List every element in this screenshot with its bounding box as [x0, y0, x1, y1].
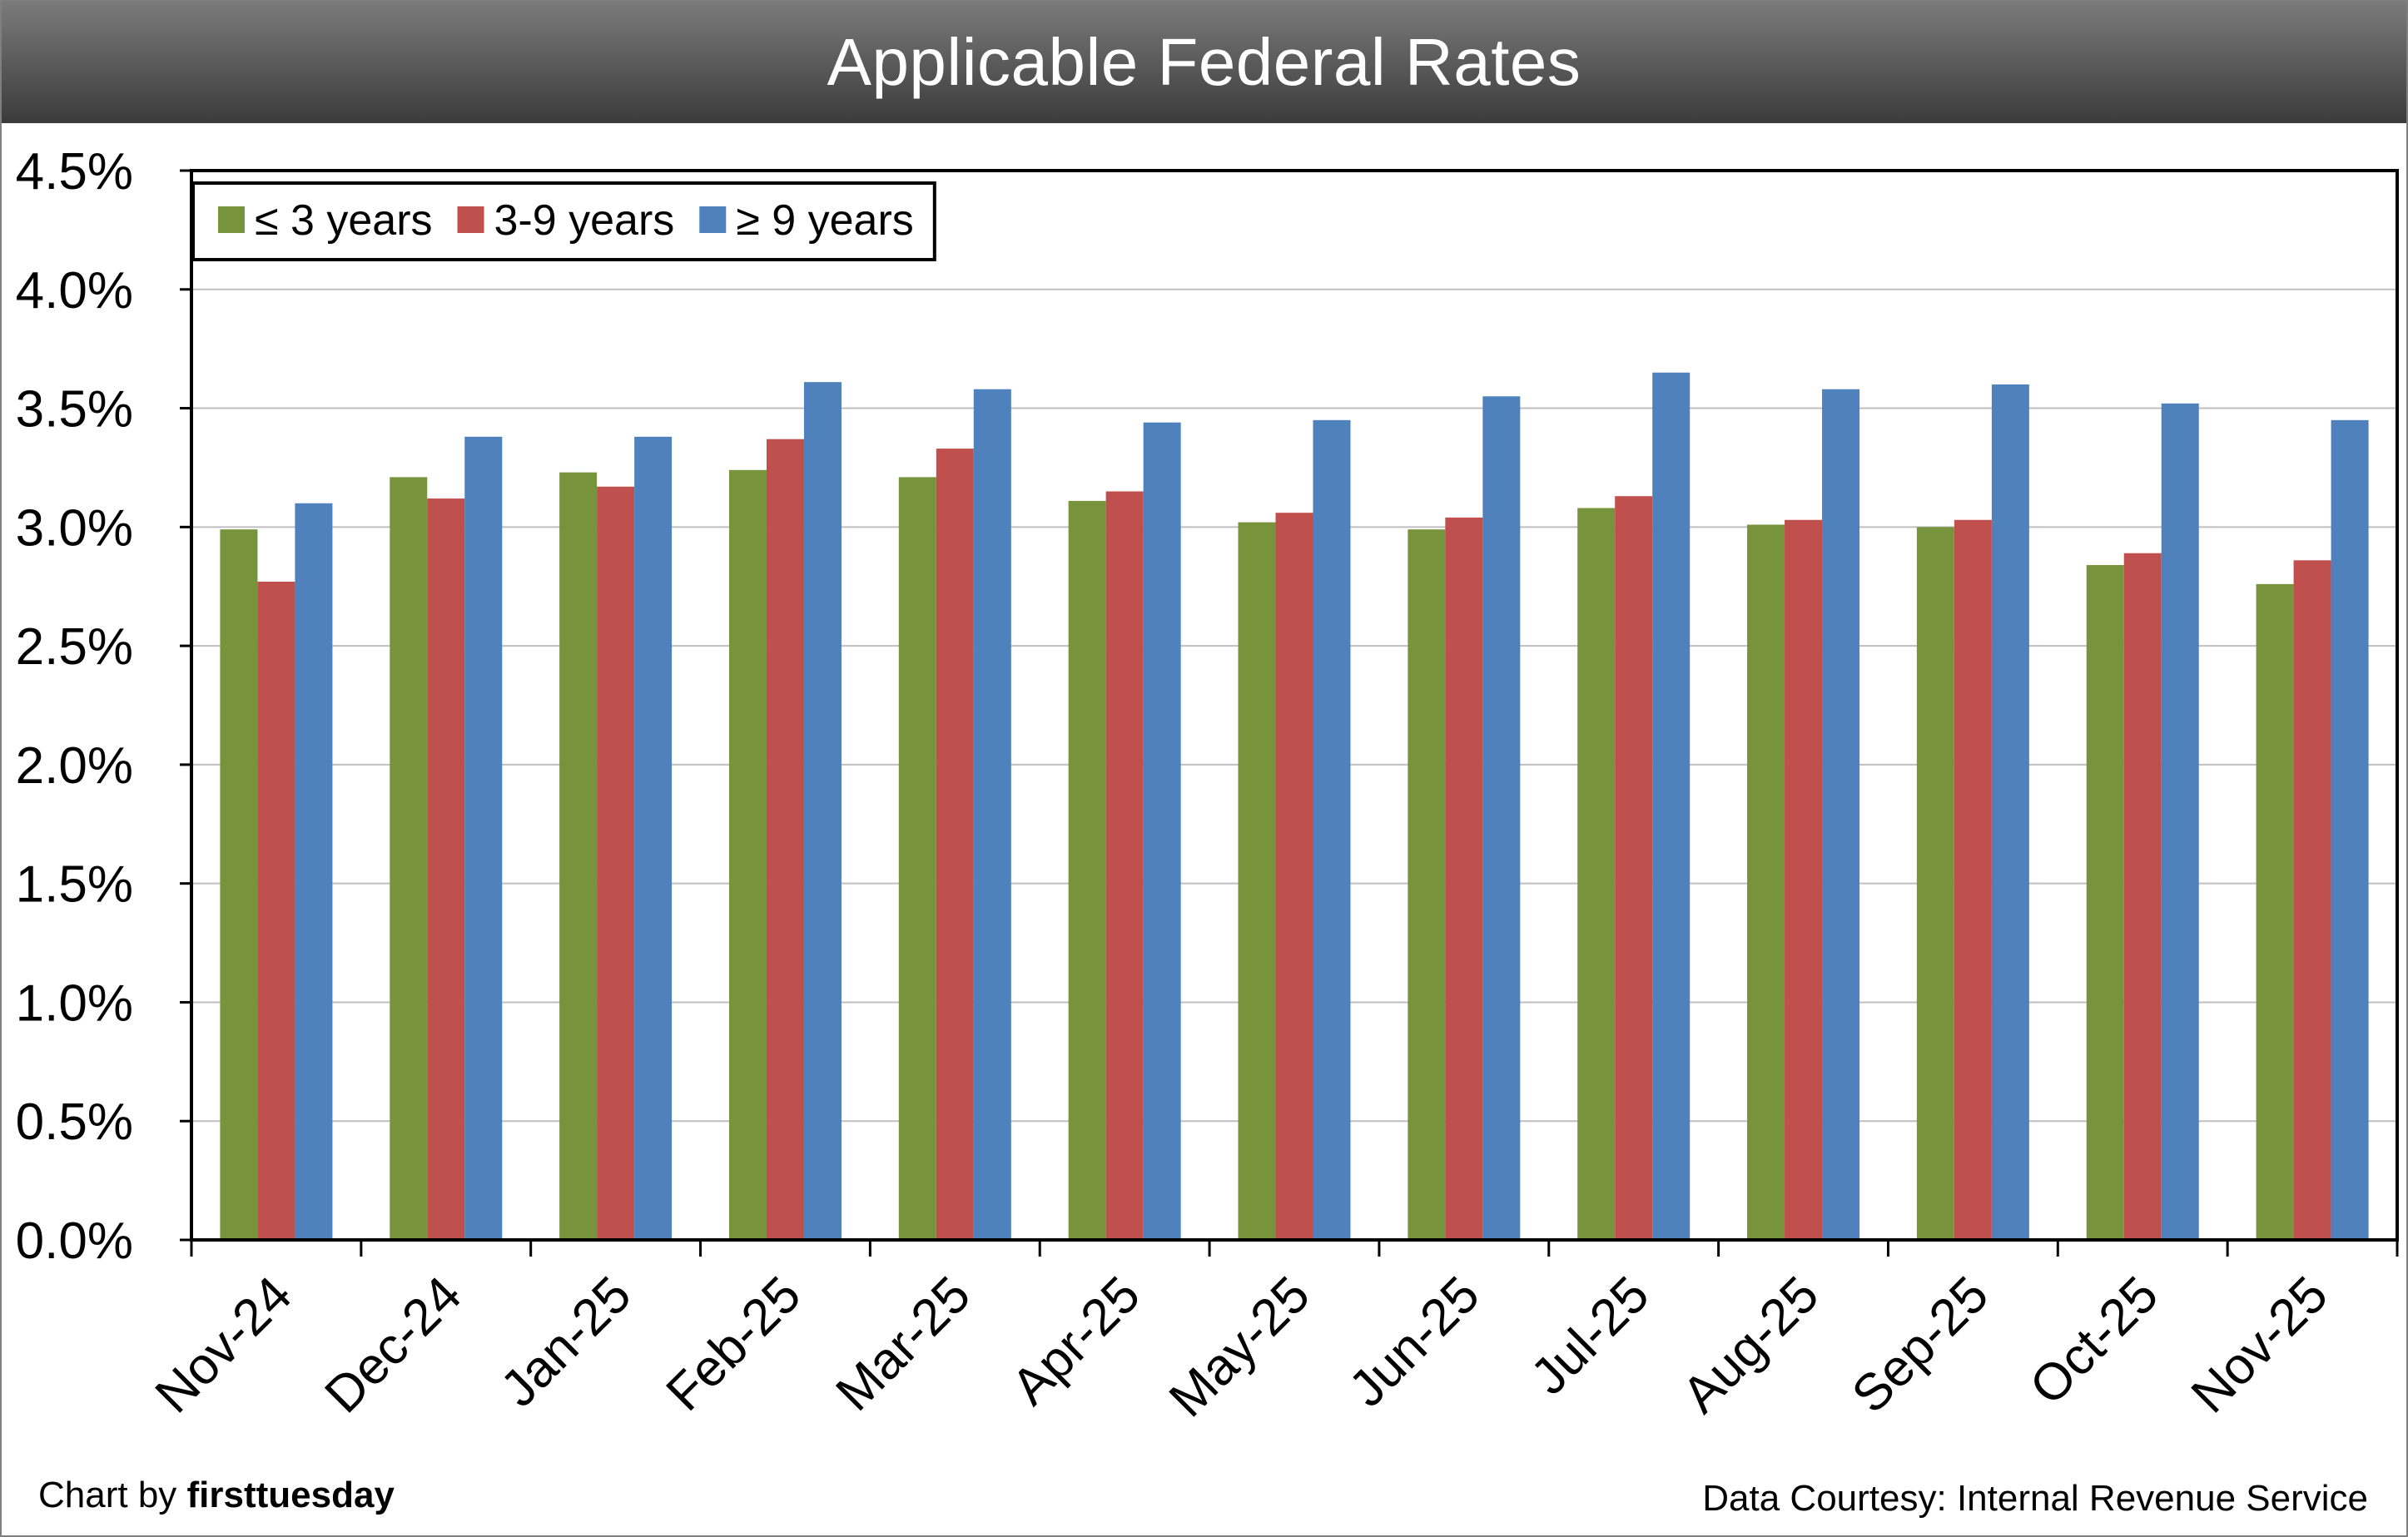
legend-label-3: ≥ 9 years — [736, 196, 914, 245]
bar-may-25-series-3 — [1313, 419, 1351, 1240]
bar-apr-25-series-1 — [1068, 500, 1106, 1240]
bar-oct-25-series-3 — [2161, 403, 2199, 1240]
x-tick-label: May-25 — [1159, 1266, 1321, 1428]
y-tick-label: 0.0% — [16, 1212, 133, 1270]
y-tick-label: 3.5% — [16, 381, 133, 439]
legend-box — [191, 181, 936, 261]
y-tick-label: 0.5% — [16, 1093, 133, 1151]
credit-prefix: Chart by — [38, 1475, 187, 1515]
bar-oct-25-series-2 — [2123, 553, 2162, 1240]
bar-feb-25-series-1 — [728, 469, 767, 1240]
legend: ≤ 3 years 3-9 years ≥ 9 years — [191, 181, 936, 261]
y-tick-label: 2.5% — [16, 618, 133, 676]
bar-apr-25-series-2 — [1105, 491, 1144, 1240]
x-tick-label: Dec-24 — [315, 1266, 473, 1424]
bar-nov-25-series-3 — [2331, 419, 2369, 1240]
y-tick-label: 4.0% — [16, 262, 133, 320]
y-tick-label: 1.5% — [16, 856, 133, 914]
bar-may-25-series-1 — [1238, 522, 1276, 1240]
y-tick-label: 2.0% — [16, 737, 133, 795]
bar-jul-25-series-3 — [1652, 372, 1691, 1241]
x-tick-label: Jan-25 — [490, 1266, 643, 1418]
plot-area-border — [190, 169, 2399, 1242]
x-tick-label: Nov-24 — [145, 1266, 303, 1424]
legend-swatch-2 — [457, 206, 484, 233]
bar-feb-25-series-2 — [766, 439, 804, 1240]
x-tick-label: Aug-25 — [1671, 1266, 1830, 1424]
y-tick-label: 1.0% — [16, 974, 133, 1032]
bar-mar-25-series-2 — [936, 449, 974, 1240]
bar-dec-24-series-1 — [390, 477, 428, 1240]
x-tick-label: Sep-25 — [1841, 1266, 1999, 1424]
bar-sep-25-series-3 — [1991, 384, 2029, 1240]
bar-aug-25-series-2 — [1785, 519, 1823, 1240]
bar-nov-25-series-2 — [2293, 560, 2331, 1240]
bar-dec-24-series-3 — [464, 436, 503, 1240]
x-axis: Nov-24 Dec-24 Jan-25 Feb-25 Mar-25 Apr-25 May-… — [145, 1240, 2399, 1428]
bar-nov-25-series-1 — [2256, 583, 2294, 1240]
bar-jan-25-series-3 — [634, 436, 673, 1240]
x-tick-label: Apr-25 — [1001, 1266, 1151, 1416]
legend-label-1: ≤ 3 years — [255, 196, 433, 245]
title-bar: Applicable Federal Rates — [2, 2, 2406, 123]
bar-feb-25-series-3 — [803, 382, 842, 1241]
bar-jan-25-series-2 — [597, 486, 635, 1240]
legend-label-2: 3-9 years — [494, 196, 675, 245]
x-tick-label: Mar-25 — [826, 1266, 982, 1422]
bar-jun-25-series-1 — [1408, 529, 1446, 1240]
bar-may-25-series-2 — [1275, 513, 1313, 1240]
bars — [220, 372, 2369, 1241]
x-tick-label: Feb-25 — [656, 1266, 812, 1422]
bar-jan-25-series-1 — [559, 472, 598, 1240]
bar-sep-25-series-2 — [1954, 519, 1992, 1240]
bar-aug-25-series-1 — [1747, 524, 1785, 1240]
bar-aug-25-series-3 — [1822, 389, 1860, 1240]
chart-credit: Chart by firsttuesday — [38, 1475, 395, 1516]
legend-swatch-1 — [218, 206, 245, 233]
x-tick-label: Jun-25 — [1338, 1266, 1491, 1418]
bar-jun-25-series-3 — [1482, 396, 1521, 1240]
bar-nov-24-series-2 — [257, 582, 295, 1240]
bar-sep-25-series-1 — [1916, 527, 1954, 1240]
bar-mar-25-series-1 — [898, 477, 936, 1240]
y-tick-label: 3.0% — [16, 499, 133, 557]
data-source: Data Courtesy: Internal Revenue Service — [1702, 1478, 2368, 1519]
bar-nov-24-series-3 — [295, 503, 333, 1240]
x-tick-label: Oct-25 — [2019, 1266, 2169, 1416]
bar-mar-25-series-3 — [973, 389, 1011, 1240]
x-tick-label: Jul-25 — [1520, 1266, 1660, 1406]
bar-apr-25-series-3 — [1143, 422, 1181, 1240]
bar-dec-24-series-2 — [427, 498, 465, 1240]
bar-nov-24-series-1 — [220, 529, 258, 1240]
y-tick-label: 4.5% — [16, 143, 133, 201]
credit-brand: firsttuesday — [186, 1475, 395, 1515]
bar-jul-25-series-1 — [1577, 508, 1616, 1240]
legend-swatch-3 — [699, 206, 727, 233]
x-tick-label: Nov-25 — [2181, 1266, 2339, 1424]
bar-oct-25-series-1 — [2086, 565, 2124, 1240]
chart-title: Applicable Federal Rates — [827, 25, 1581, 99]
bar-jul-25-series-2 — [1615, 496, 1653, 1240]
bar-jun-25-series-2 — [1445, 517, 1483, 1240]
y-axis: 0.0% 0.5% 1.0% 1.5% 2.0% 2.5% 3.0% 3.5% 4.0% 4.5% — [16, 143, 191, 1270]
